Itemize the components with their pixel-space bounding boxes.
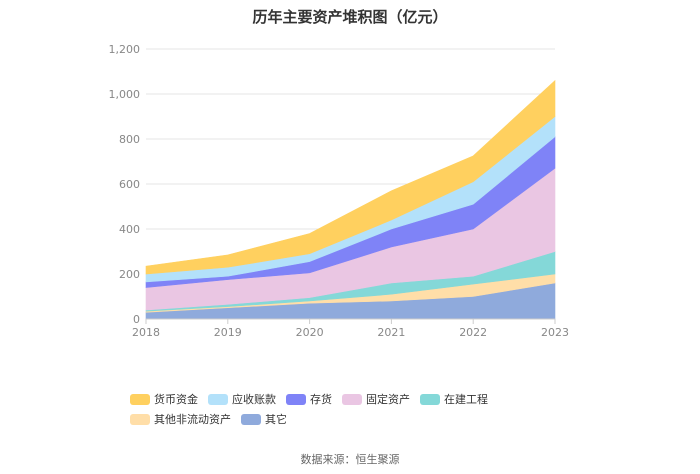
y-tick-label: 800 [119,133,140,146]
legend-swatch [241,413,261,425]
legend-swatch [130,393,150,405]
axes: 0 200 400 600 800 1,000 1,200 2018 2019 2020 2021 2… [109,43,570,339]
stacked-areas [145,79,556,320]
area-series [145,79,556,275]
chart-title: 历年主要资产堆积图（亿元） [252,8,448,26]
legend-label: 其他非流动资产 [154,413,231,426]
legend-item[interactable]: 存货 [286,389,332,409]
legend-swatch [286,393,306,405]
y-tick-label: 1,000 [109,88,141,101]
legend-item[interactable]: 在建工程 [420,389,488,409]
legend-swatch [208,393,228,405]
y-tick-label: 200 [119,268,140,281]
legend-label: 存货 [310,393,332,406]
legend-label: 应收账款 [232,393,276,406]
x-tick-label: 2019 [214,326,242,339]
legend-label: 固定资产 [366,393,410,406]
legend-label: 在建工程 [444,393,488,406]
x-tick-label: 2021 [377,326,405,339]
x-tick-label: 2018 [132,326,160,339]
legend-item[interactable]: 应收账款 [208,389,276,409]
y-tick-label: 0 [133,313,140,326]
legend-swatch [342,393,362,405]
y-tick-label: 600 [119,178,140,191]
legend-swatch [420,393,440,405]
y-tick-label: 1,200 [109,43,141,56]
legend-swatch [130,413,150,425]
legend-item[interactable]: 货币资金 [130,389,198,409]
source-text: 数据来源：恒生聚源 [300,453,400,466]
legend-item[interactable]: 其它 [241,409,287,429]
legend-label: 货币资金 [154,393,198,406]
x-tick-label: 2022 [459,326,487,339]
legend-item[interactable]: 固定资产 [342,389,410,409]
x-tick-label: 2023 [541,326,569,339]
legend-item[interactable]: 其他非流动资产 [130,409,231,429]
y-tick-label: 400 [119,223,140,236]
legend-label: 其它 [265,413,287,426]
x-tick-label: 2020 [296,326,324,339]
legend: 货币资金 应收账款 存货 固定资产 在建工程其他非流动资产 其它 [130,389,600,429]
